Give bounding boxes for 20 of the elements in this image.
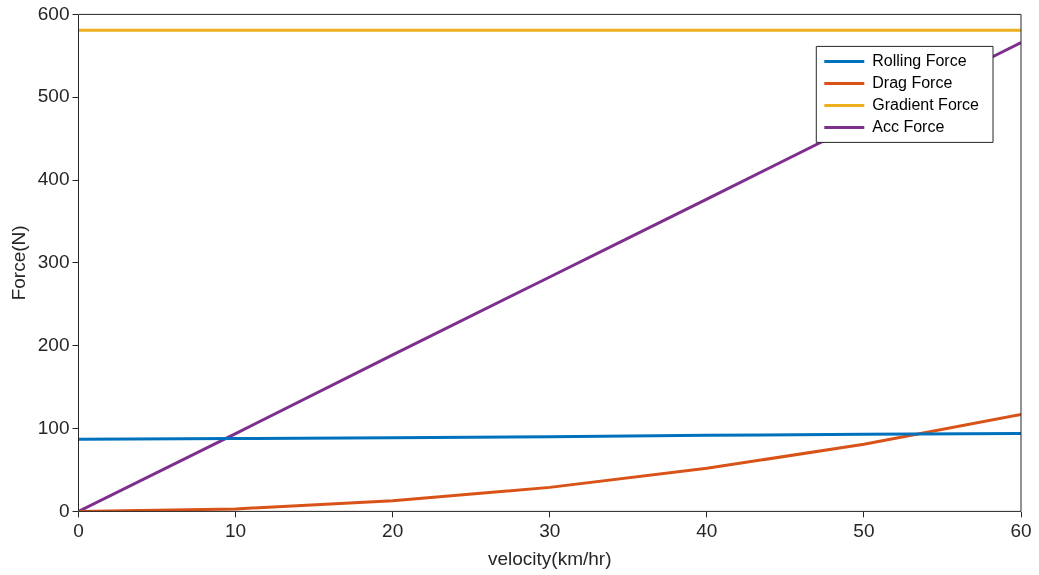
x-tick-label: 10 [225,520,247,542]
y-tick-label: 500 [37,85,70,107]
x-tick-label: 40 [696,520,718,542]
legend-label: Gradient Force [872,95,980,113]
legend-label: Drag Force [872,73,953,91]
legend-label: Acc Force [872,117,945,135]
y-tick-label: 400 [37,168,70,190]
y-axis-title: Force(N) [7,225,29,301]
x-tick-label: 30 [539,520,561,542]
x-tick-label: 60 [1010,520,1032,542]
y-tick-label: 200 [37,333,70,355]
legend-label: Rolling Force [872,51,967,69]
x-tick-label: 0 [73,520,84,542]
x-axis-title: velocity(km/hr) [487,547,612,569]
y-tick-label: 0 [58,499,70,521]
y-tick-label: 100 [37,416,70,438]
x-tick-label: 50 [853,520,875,542]
x-tick-label: 20 [382,520,404,542]
y-tick-label: 600 [37,2,70,24]
y-tick-label: 300 [37,251,70,273]
